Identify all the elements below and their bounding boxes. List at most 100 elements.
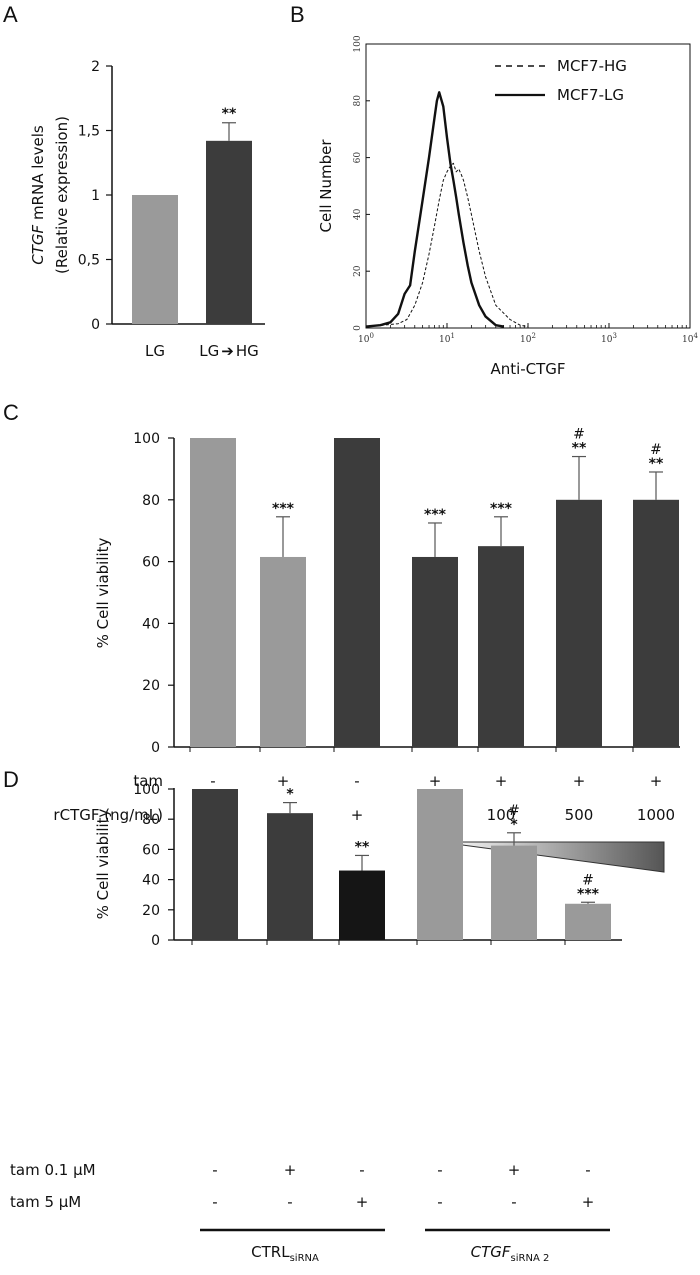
panel-c-condition-value: - [210,772,215,790]
panel-d-condition-value: - [511,1193,516,1211]
panel-c-condition-value: + [429,772,442,790]
panel-c-y-tick-label: 80 [142,493,160,509]
panel-d-condition-value: - [437,1193,442,1211]
panel-c-condition-value: + [650,772,663,790]
panel-b-y-tick-label: 20 [353,265,363,277]
panel-a-y-tick-label: 1,5 [78,124,100,140]
panel-d-y-tick-label: 80 [142,812,160,828]
panel-c-y-tick-label: 20 [142,678,160,694]
panel-c-bar-6 [556,499,602,747]
panel-d-condition-value: - [212,1193,217,1211]
panel-b-x-tick-label: 100 [358,332,374,345]
panel-a-x-tick-label: LG [145,342,165,360]
panel-b-frame [365,43,691,329]
panel-a-y-tick-label: 1 [91,188,100,204]
panel-d-y-tick-label: 20 [142,903,160,919]
panel-a-bar-2 [206,140,252,324]
panel-a-bar-1 [132,195,178,324]
panel-d-y-tick-label: 100 [133,782,160,798]
panel-c-significance: ** [649,456,664,472]
panel-b-x-tick-label: 102 [520,332,536,345]
panel-c-y-tick-label: 60 [142,555,160,571]
panel-a-y-label-line1: CTGF mRNA levels [29,125,47,265]
panel-a-y-tick-label: 0 [91,317,100,333]
panel-d-condition-value: + [508,1161,521,1179]
panel-c-bar-5 [478,546,524,747]
panel-c-significance: *** [272,501,295,517]
panel-a-y-tick-label: 0,5 [78,253,100,269]
panel-c-condition-row-label: tam [133,772,163,790]
panel-d-significance: ** [355,839,370,855]
panel-d-bar-3 [339,870,385,940]
panel-c-significance: # [650,442,662,458]
panel-c-y-tick-label: 100 [133,431,160,447]
panel-d-y-label: % Cell viability [94,808,112,919]
panel-c-y-tick-label: 40 [142,616,160,632]
panel-c-label: C [3,400,19,425]
panel-b-x-tick-label: 103 [601,332,617,345]
concentration-gradient-wedge [439,841,665,873]
panel-d-bar-2 [267,813,313,940]
panel-d-bar-6 [565,903,611,940]
panel-d-condition-value: - [437,1161,442,1179]
panel-d-y-tick-label: 0 [151,933,160,949]
panel-a-y-tick-label: 2 [91,59,100,75]
panel-c-condition-row-label: rCTGF (ng/mL) [53,806,163,824]
panel-d-significance: *** [577,886,600,902]
panel-c-significance: *** [424,507,447,523]
panel-b-y-label: Cell Number [317,139,335,233]
panel-c-bar-7 [633,499,679,747]
panel-b-x-tick-label: 101 [439,332,455,345]
panel-d-group-label: CTRLsiRNA [251,1243,319,1264]
panel-b-label: B [290,2,305,27]
panel-c-bar-1 [190,438,236,747]
panel-b-series-mcf7-lg [365,91,504,328]
panel-b-x-label: Anti-CTGF [490,360,565,378]
panel-c-condition-value: + [573,772,586,790]
panel-c-bar-3 [334,438,380,747]
panel-c-condition-value: + [351,806,364,824]
panel-d-condition-value: - [359,1161,364,1179]
panel-d-bar-5 [491,845,537,940]
legend-hg-label: MCF7-HG [557,57,627,75]
panel-c-condition-value: + [495,772,508,790]
panel-b-y-tick-label: 100 [353,35,363,52]
panel-d-bar-4 [417,789,463,940]
panel-d-group-label: CTGFsiRNA 2 [471,1243,550,1264]
panel-b-y-tick-label: 0 [353,325,363,331]
panel-b-series-mcf7-hg [365,162,529,328]
panel-c-y-label: % Cell viability [94,537,112,648]
panel-c-condition-value: 100 [487,806,516,824]
panel-d-condition-row-label: tam 5 µM [10,1193,81,1211]
panel-d-significance: # [508,803,520,819]
panel-d-condition-value: - [212,1161,217,1179]
panel-d-condition-value: + [582,1193,595,1211]
panel-b-x-tick-label: 104 [682,332,698,345]
panel-d-significance: # [582,872,594,888]
panel-c-bar-2 [260,556,306,747]
panel-c-condition-value: + [277,772,290,790]
panel-a-x-tick-label: LG ➔ HG [199,342,258,360]
panel-b-y-tick-label: 80 [353,95,363,107]
legend-lg-label: MCF7-LG [557,86,624,104]
panel-c-significance: ** [572,441,587,457]
panel-a-significance: ** [222,106,237,122]
panel-d-label: D [3,767,19,792]
panel-c-condition-value: 500 [565,806,594,824]
panel-c-significance: # [573,427,585,443]
panel-c-y-tick-label: 0 [151,740,160,756]
panel-d-condition-value: - [585,1161,590,1179]
panel-c-significance: *** [490,501,513,517]
panel-c-condition-value: 1000 [637,806,675,824]
panel-d-bar-1 [192,789,238,940]
panel-a-chart: CTGF mRNA levels (Relative expression) 0… [29,59,265,360]
panel-a-y-label-line2: (Relative expression) [53,116,71,274]
panel-d-significance: * [510,817,518,833]
panel-d-condition-value: - [287,1193,292,1211]
panel-d-condition-value: + [356,1193,369,1211]
panel-c-bar-4 [412,556,458,747]
panel-d-condition-value: + [284,1161,297,1179]
panel-b-chart: Cell Number Anti-CTGF MCF7-HG MCF7-LG 0 2… [317,35,698,378]
